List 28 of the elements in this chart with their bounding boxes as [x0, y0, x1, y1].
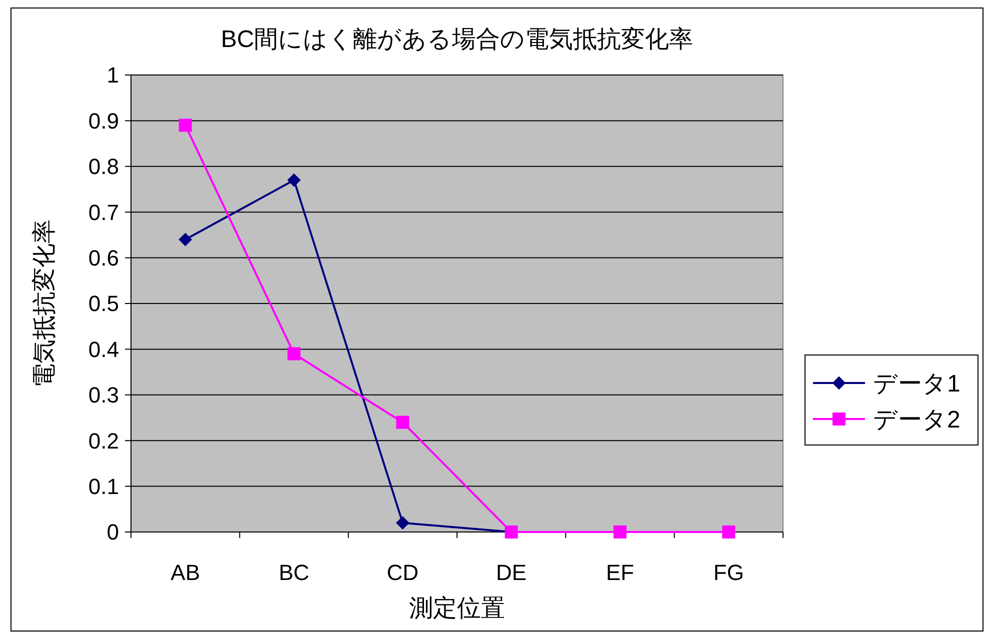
point	[396, 516, 410, 530]
x-tick-label: FG	[713, 560, 744, 585]
point	[178, 118, 192, 132]
point	[288, 174, 300, 187]
point	[178, 233, 192, 246]
y-tick-label: 1	[106, 62, 119, 88]
y-tick-label: 0.1	[88, 474, 119, 499]
y-tick-label: 0.4	[88, 336, 119, 362]
y-tick-label: 0.8	[88, 154, 119, 180]
x-axis-title: 測定位置	[409, 595, 505, 622]
x-tick-label: CD	[386, 560, 419, 585]
y-axis-title: 電気抵抗変化率	[31, 220, 58, 388]
y-tick-label: 0.5	[88, 291, 119, 316]
y-tick-label: 0	[106, 520, 119, 545]
chart-title: BC間にはく離がある場合の電気抵抗変化率	[220, 26, 694, 53]
y-tick-label: 0.3	[88, 382, 119, 408]
y-tick-label: 0.7	[88, 200, 119, 225]
x-tick-label: EF	[606, 560, 634, 585]
y-tick-label: 0.6	[88, 246, 119, 270]
x-tick-label: BC	[278, 560, 310, 585]
y-tick-label: 0.2	[88, 428, 119, 454]
point	[288, 347, 300, 360]
y-tick-label: 0.9	[88, 108, 119, 134]
legend-label: データ1	[873, 370, 960, 398]
x-tick-label: DE	[496, 560, 527, 585]
x-tick-label: AB	[170, 560, 200, 585]
legend-label: データ2	[873, 406, 960, 434]
point	[396, 416, 410, 429]
